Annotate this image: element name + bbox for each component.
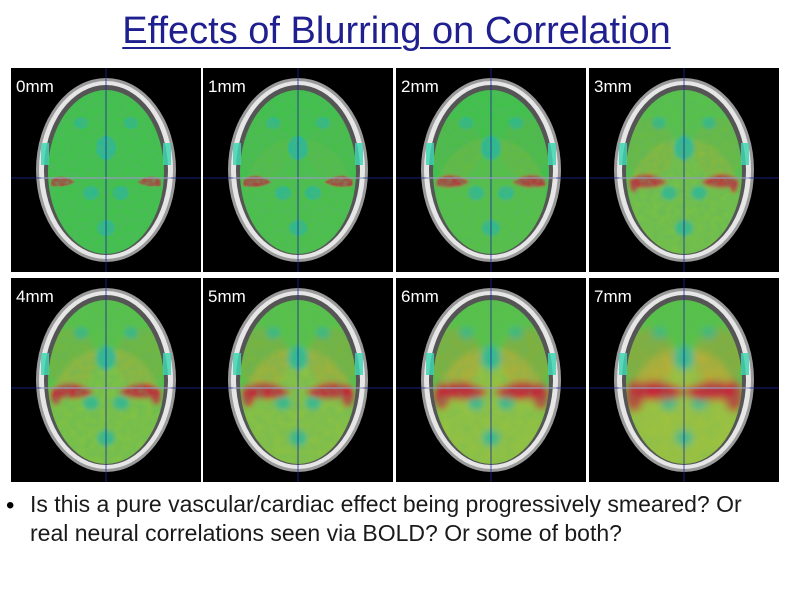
brain-scan-image [396,68,586,272]
panel-label: 2mm [401,77,439,96]
brain-panel-6mm: 6mm [396,278,586,482]
panel-label: 5mm [208,287,246,306]
slide-title: Effects of Blurring on Correlation [122,10,671,52]
brain-scan-image [396,278,586,482]
brain-panel-2mm: 2mm [396,68,586,272]
panel-label: 1mm [208,77,246,96]
panel-label: 3mm [594,77,632,96]
brain-panel-1mm: 1mm [203,68,393,272]
brain-panel-7mm: 7mm [589,278,779,482]
brain-scan-image [203,278,393,482]
brain-panel-3mm: 3mm [589,68,779,272]
panel-label: 7mm [594,287,632,306]
brain-scan-image [11,68,201,272]
brain-scan-image [589,68,779,272]
brain-scan-image [203,68,393,272]
bullet-text: Is this a pure vascular/cardiac effect b… [30,491,742,546]
brain-scan-image [589,278,779,482]
brain-panel-4mm: 4mm [11,278,201,482]
panel-label: 6mm [401,287,439,306]
brain-panel-5mm: 5mm [203,278,393,482]
brain-panel-0mm: 0mm [11,68,201,272]
panel-label: 0mm [16,77,54,96]
brain-scan-image [11,278,201,482]
panel-label: 4mm [16,287,54,306]
bullet-icon: • [6,492,15,519]
